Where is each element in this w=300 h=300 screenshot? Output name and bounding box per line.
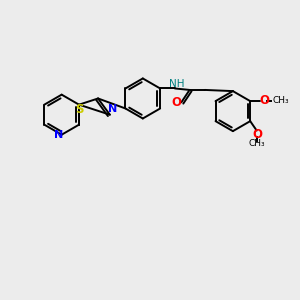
Text: O: O bbox=[259, 94, 269, 107]
Text: N: N bbox=[107, 104, 117, 114]
Text: N: N bbox=[53, 130, 63, 140]
Text: S: S bbox=[75, 103, 83, 116]
Text: NH: NH bbox=[169, 79, 184, 89]
Text: CH₃: CH₃ bbox=[272, 96, 289, 105]
Text: O: O bbox=[252, 128, 262, 142]
Text: O: O bbox=[172, 96, 182, 110]
Text: CH₃: CH₃ bbox=[249, 139, 265, 148]
